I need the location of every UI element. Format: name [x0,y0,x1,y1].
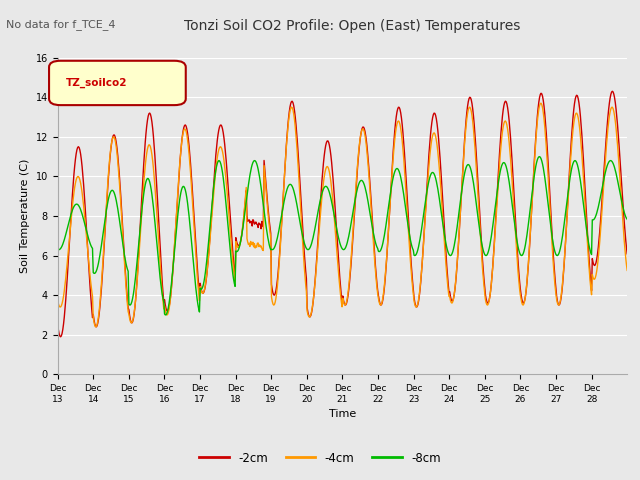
-4cm [226,225,234,230]
-2cm [54,321,61,327]
Text: Tonzi Soil CO2 Profile: Open (East) Temperatures: Tonzi Soil CO2 Profile: Open (East) Temp… [184,19,520,33]
-4cm [537,100,545,106]
-2cm [254,225,262,230]
-4cm [54,298,61,303]
-2cm [402,173,410,179]
-8cm [402,207,410,213]
Line: -4cm: -4cm [58,103,627,327]
-8cm [226,244,234,250]
Y-axis label: Soil Temperature (C): Soil Temperature (C) [20,159,30,273]
FancyBboxPatch shape [49,61,186,105]
-8cm [161,312,169,318]
-8cm [276,223,284,229]
-4cm [402,187,410,193]
-4cm [254,240,262,246]
-2cm [623,251,631,257]
-8cm [120,252,128,258]
-4cm [122,272,129,278]
Line: -2cm: -2cm [58,91,627,337]
-8cm [434,186,442,192]
-8cm [54,246,61,252]
-8cm [254,166,262,172]
-8cm [536,154,543,159]
-2cm [609,88,616,94]
-4cm [276,254,284,260]
Text: No data for f_TCE_4: No data for f_TCE_4 [6,19,116,30]
Text: TZ_soilco2: TZ_soilco2 [66,78,127,88]
Legend: -2cm, -4cm, -8cm: -2cm, -4cm, -8cm [195,447,445,469]
-4cm [92,324,99,330]
-4cm [434,149,442,155]
-2cm [57,334,65,340]
-2cm [276,251,284,256]
-2cm [434,128,442,133]
-8cm [623,216,631,222]
X-axis label: Time: Time [329,409,356,419]
-2cm [122,266,129,272]
-2cm [226,210,234,216]
Line: -8cm: -8cm [58,156,627,315]
-4cm [623,267,631,273]
